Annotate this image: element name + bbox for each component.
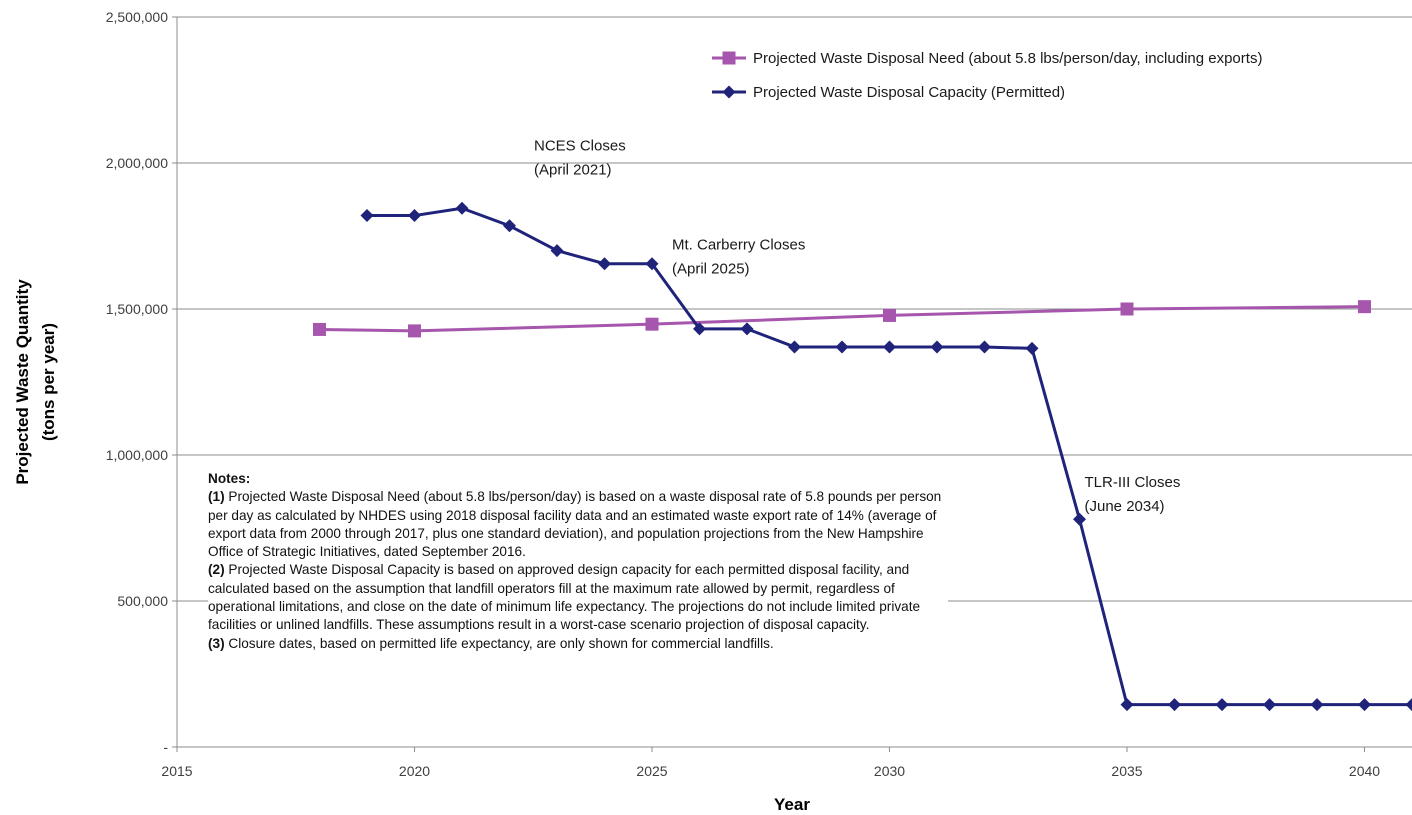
x-tick-labels: 2015 2020 2025 2030 2035 2040 — [161, 763, 1380, 779]
annotation-1-line-0: Mt. Carberry Closes — [672, 237, 805, 254]
series-1-point-2 — [455, 201, 469, 215]
note-3-text: Closure dates, based on permitted life e… — [224, 635, 774, 651]
series-0 — [313, 300, 1371, 338]
series-1-point-7 — [693, 322, 706, 336]
y-tick-label-2: 1,000,000 — [106, 447, 168, 463]
y-tick-label-1: 500,000 — [117, 593, 168, 609]
y-tick-label-4: 2,000,000 — [106, 155, 168, 171]
gridlines — [177, 16, 1412, 602]
series-1-point-14 — [1025, 341, 1039, 355]
note-1-label: (1) — [208, 489, 225, 505]
series-0-point-5 — [1358, 300, 1371, 314]
series-0-line — [319, 305, 1365, 333]
data-series — [313, 201, 1412, 712]
note-1-text: Projected Waste Disposal Need (about 5.8… — [208, 489, 942, 560]
series-0-point-2 — [645, 317, 659, 331]
note-2-text: Projected Waste Disposal Capacity is bas… — [208, 562, 921, 633]
series-0-point-4 — [1120, 302, 1134, 316]
x-axis-title: Year — [774, 795, 810, 814]
y-tick-labels: - 500,000 1,000,000 1,500,000 2,000,000 2,500… — [106, 9, 169, 755]
y-tick-label-3: 1,500,000 — [106, 301, 168, 317]
series-1-point-13 — [978, 340, 991, 354]
series-0-point-1 — [408, 324, 421, 338]
series-1-point-17 — [1168, 698, 1181, 712]
series-1-point-10 — [835, 340, 849, 354]
series-1-point-11 — [883, 340, 896, 354]
notes-title: Notes: — [208, 471, 251, 486]
series-1-point-21 — [1358, 698, 1371, 712]
series-1-point-9 — [788, 340, 801, 354]
legend-marker-0 — [722, 51, 736, 65]
series-1-point-15 — [1073, 512, 1086, 526]
legend-label-1: Projected Waste Disposal Capacity (Permi… — [753, 84, 1065, 101]
x-tick-label-3: 2030 — [874, 763, 905, 779]
x-tick-label-0: 2015 — [161, 763, 192, 779]
series-1-point-0 — [360, 209, 374, 223]
series-1 — [360, 201, 1412, 712]
series-1-point-1 — [408, 209, 421, 223]
legend-label-0: Projected Waste Disposal Need (about 5.8… — [753, 50, 1262, 67]
y-axis-title-line1: Projected Waste Quantity — [13, 279, 32, 485]
series-1-point-12 — [930, 340, 944, 354]
note-2: (2) Projected Waste Disposal Capacity is… — [208, 561, 948, 634]
series-0-point-3 — [883, 308, 896, 322]
annotation-0-line-0: NCES Closes — [534, 137, 626, 154]
note-3-label: (3) — [208, 635, 225, 651]
series-1-point-5 — [598, 257, 611, 271]
annotation-0-line-1: (April 2021) — [534, 161, 612, 178]
x-tick-label-4: 2035 — [1111, 763, 1142, 779]
y-axis-title-line2: (tons per year) — [39, 323, 58, 441]
series-1-point-16 — [1120, 698, 1134, 712]
series-1-point-3 — [503, 219, 516, 233]
series-1-point-18 — [1215, 698, 1229, 712]
y-axis-title: Projected Waste Quantity (tons per year) — [13, 279, 58, 485]
note-3: (3) Closure dates, based on permitted li… — [208, 635, 948, 653]
axes — [172, 16, 1412, 752]
series-1-point-4 — [550, 244, 564, 258]
series-1-point-20 — [1310, 698, 1324, 712]
series-1-point-19 — [1263, 698, 1276, 712]
x-tick-label-2: 2025 — [636, 763, 667, 779]
notes-box: Notes: (1) Projected Waste Disposal Need… — [208, 470, 948, 653]
series-0-point-0 — [313, 322, 326, 336]
series-1-point-22 — [1405, 698, 1412, 712]
y-tick-label-0: - — [163, 739, 168, 755]
legend: Projected Waste Disposal Need (about 5.8… — [712, 50, 1262, 101]
annotation-2-line-1: (June 2034) — [1085, 498, 1165, 515]
annotation-2-line-0: TLR-III Closes — [1085, 474, 1181, 491]
annotation-1-line-1: (April 2025) — [672, 261, 750, 278]
y-tick-label-5: 2,500,000 — [106, 9, 168, 25]
series-1-point-6 — [645, 257, 659, 271]
x-tick-label-5: 2040 — [1349, 763, 1380, 779]
closure-annotations: NCES Closes (April 2021) Mt. Carberry Clos… — [534, 137, 1180, 515]
legend-marker-1 — [722, 85, 736, 99]
note-2-label: (2) — [208, 562, 225, 578]
series-1-point-8 — [740, 322, 754, 336]
x-tick-label-1: 2020 — [399, 763, 430, 779]
note-1: (1) Projected Waste Disposal Need (about… — [208, 488, 948, 561]
